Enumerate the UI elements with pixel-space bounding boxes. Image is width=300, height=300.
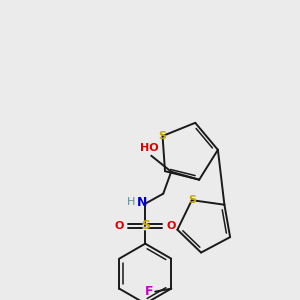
Text: F: F xyxy=(145,285,154,298)
Text: O: O xyxy=(115,221,124,231)
Text: S: S xyxy=(159,131,167,141)
Text: N: N xyxy=(137,196,147,209)
Text: HO: HO xyxy=(140,143,159,153)
Text: O: O xyxy=(167,221,176,231)
Text: S: S xyxy=(188,195,196,205)
Text: S: S xyxy=(141,219,150,232)
Text: H: H xyxy=(127,197,135,207)
